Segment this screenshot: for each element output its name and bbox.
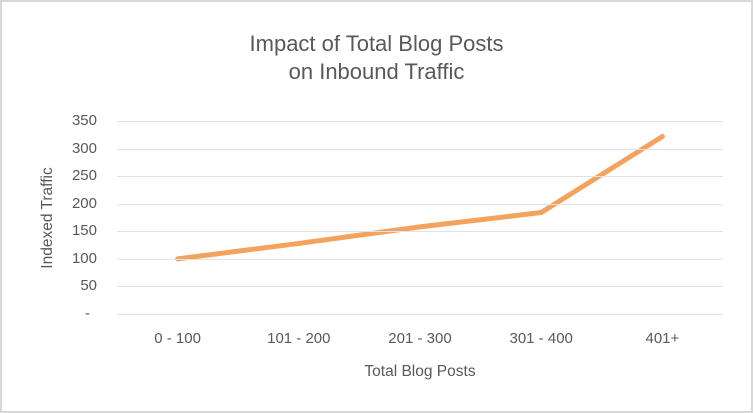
y-tick-label: 300 xyxy=(71,139,97,157)
chart-title: Impact of Total Blog Posts on Inbound Tr… xyxy=(2,30,751,86)
chart-title-line-1: Impact of Total Blog Posts xyxy=(249,31,504,56)
gridline xyxy=(117,203,723,205)
y-tick-label: 200 xyxy=(71,194,97,212)
gridline xyxy=(117,231,723,233)
gridline xyxy=(117,121,723,122)
gridline xyxy=(117,258,723,260)
y-tick-label: 150 xyxy=(71,222,97,240)
chart-title-line-2: on Inbound Traffic xyxy=(288,59,465,84)
gridline xyxy=(117,314,723,315)
gridline xyxy=(117,148,723,150)
y-tick-label: - xyxy=(85,305,90,322)
x-tick-label: 101 - 200 xyxy=(267,330,331,347)
plot-area xyxy=(117,121,723,315)
x-tick-label: 301 - 400 xyxy=(509,330,573,347)
indexed-traffic-line-series xyxy=(175,133,665,262)
x-tick-label: 0 - 100 xyxy=(154,330,201,347)
y-tick-label: 50 xyxy=(80,277,97,295)
y-tick-label: 250 xyxy=(71,167,97,185)
x-tick-label: 201 - 300 xyxy=(388,330,452,347)
x-axis-title: Total Blog Posts xyxy=(364,363,476,380)
y-tick-label: 100 xyxy=(71,249,97,267)
series-polyline xyxy=(175,133,665,262)
y-tick-label: 350 xyxy=(71,112,97,129)
y-axis-tick-labels: 350 300 250 200 150 100 50 - xyxy=(2,112,97,322)
x-tick-label: 401+ xyxy=(645,330,680,347)
gridline xyxy=(117,286,723,288)
gridline xyxy=(117,176,723,178)
x-axis-tick-labels: 0 - 100 101 - 200 201 - 300 301 - 400 401+ xyxy=(117,330,723,348)
